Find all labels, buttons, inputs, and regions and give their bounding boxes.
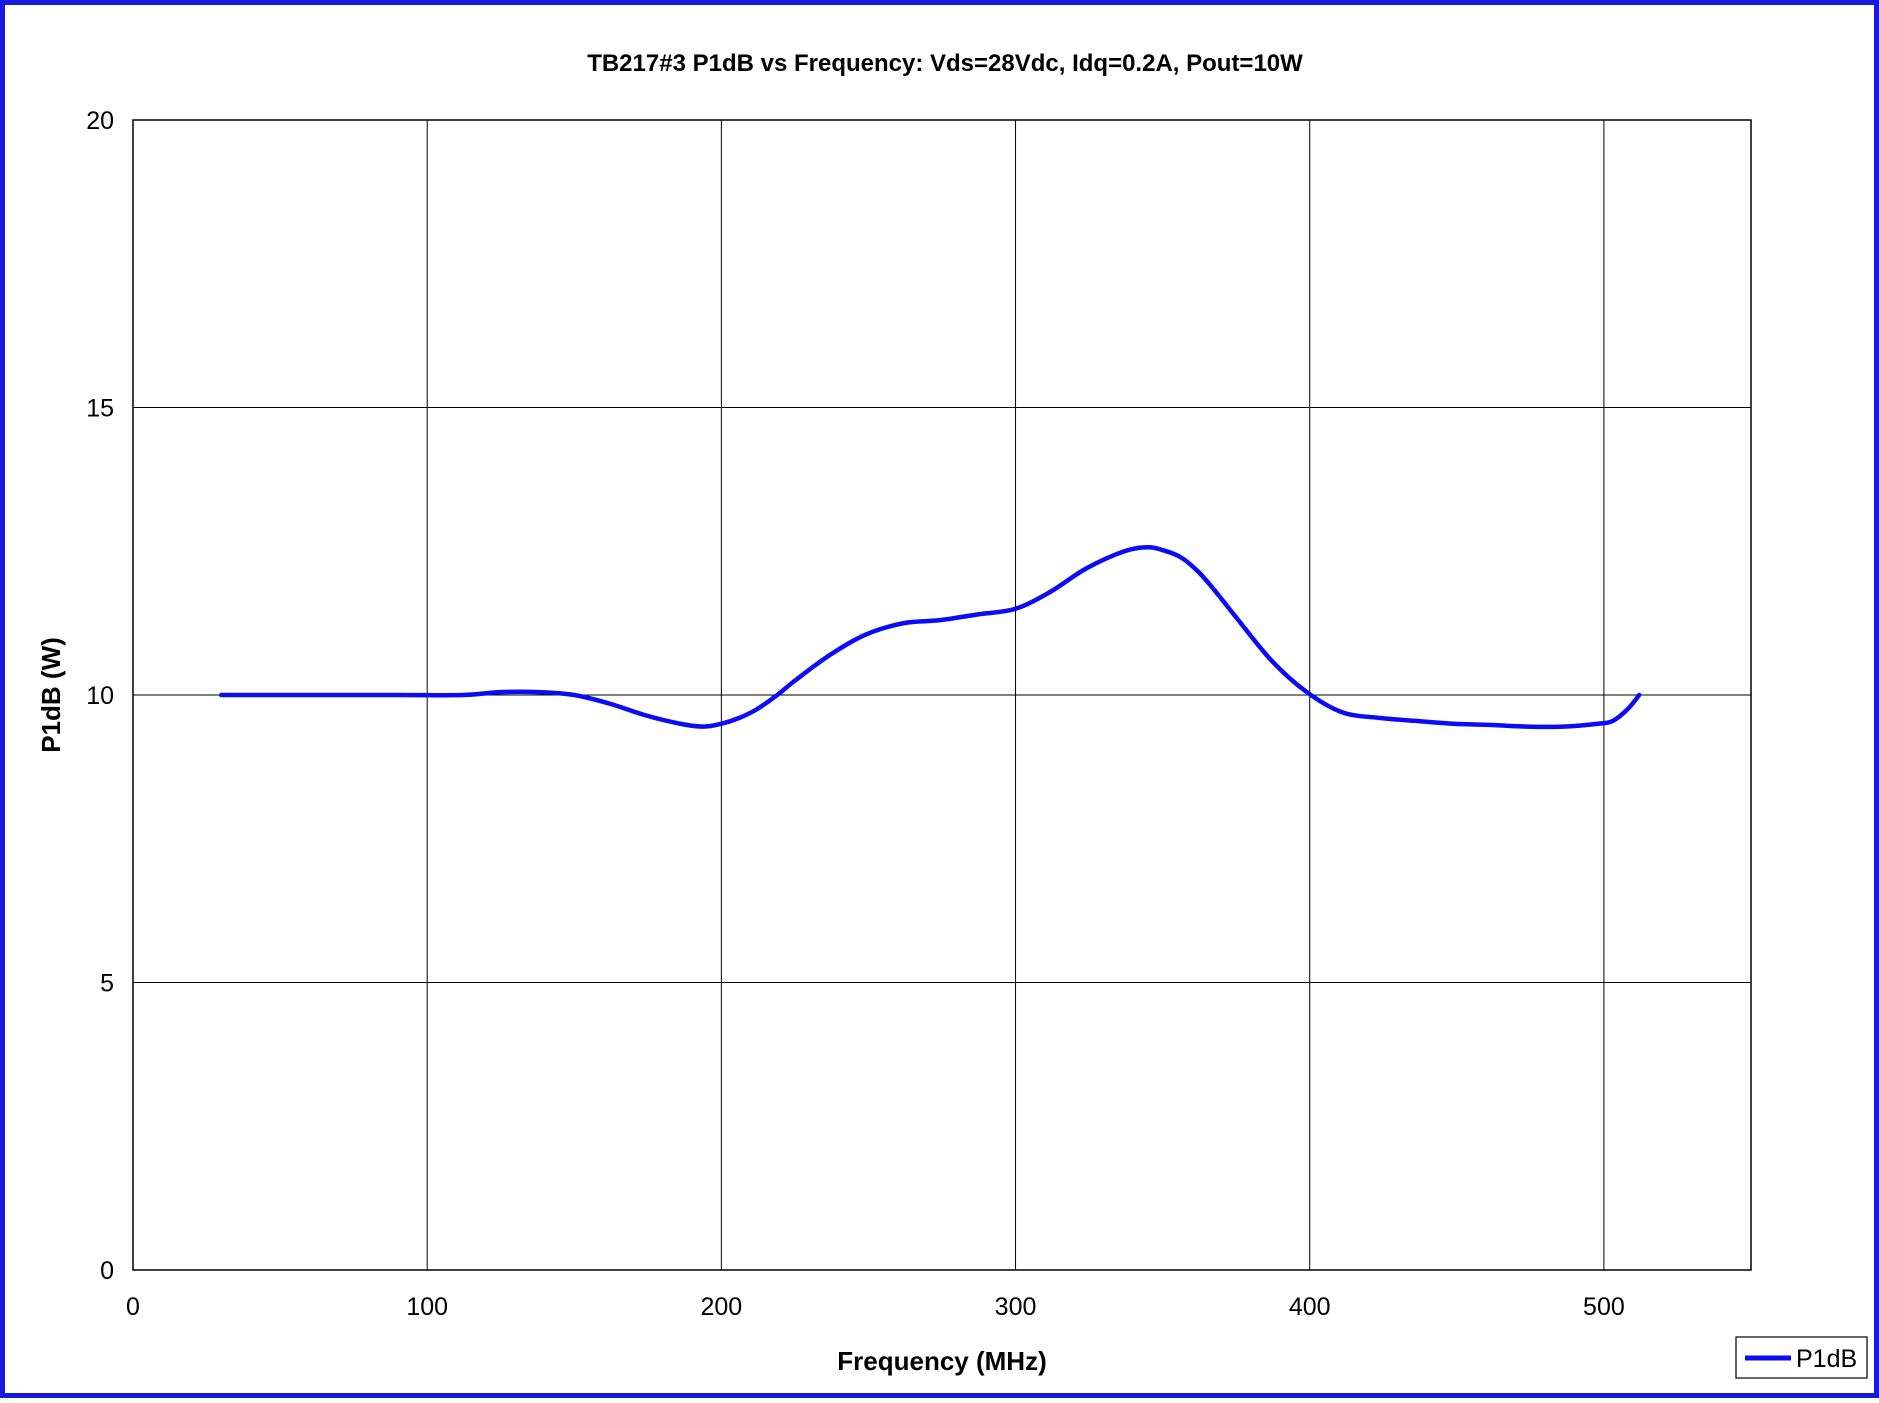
y-tick-label: 5 bbox=[100, 970, 114, 998]
legend: P1dB bbox=[1735, 1336, 1868, 1379]
x-axis-title: Frequency (MHz) bbox=[837, 1346, 1046, 1376]
y-tick-label: 20 bbox=[86, 107, 114, 135]
y-tick-label: 0 bbox=[100, 1257, 114, 1285]
x-tick-label: 500 bbox=[1583, 1293, 1625, 1321]
y-tick-label: 10 bbox=[86, 682, 114, 710]
x-tick-label: 100 bbox=[406, 1293, 448, 1321]
plot-border bbox=[132, 119, 1752, 1271]
y-tick-label: 15 bbox=[86, 395, 114, 423]
series-line-p1db bbox=[219, 544, 1642, 730]
chart-svg: TB217#3 P1dB vs Frequency: Vds=28Vdc, Id… bbox=[36, 50, 1868, 1379]
y-axis-title: P1dB (W) bbox=[36, 637, 66, 753]
tick-labels: 0 100 200 300 400 500 0 5 10 15 20 bbox=[86, 107, 1625, 1321]
x-tick-label: 0 bbox=[126, 1293, 140, 1321]
x-tick-label: 300 bbox=[995, 1293, 1037, 1321]
series-layer bbox=[219, 544, 1642, 730]
x-tick-label: 200 bbox=[701, 1293, 743, 1321]
grid-lines bbox=[133, 120, 1751, 1270]
legend-label-p1db: P1dB bbox=[1796, 1345, 1857, 1373]
x-tick-label: 400 bbox=[1289, 1293, 1331, 1321]
chart-title: TB217#3 P1dB vs Frequency: Vds=28Vdc, Id… bbox=[587, 50, 1303, 77]
